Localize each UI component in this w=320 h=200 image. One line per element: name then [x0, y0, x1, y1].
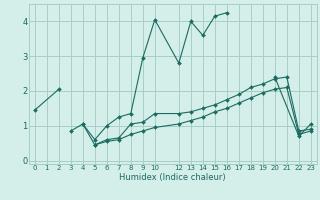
X-axis label: Humidex (Indice chaleur): Humidex (Indice chaleur) — [119, 173, 226, 182]
